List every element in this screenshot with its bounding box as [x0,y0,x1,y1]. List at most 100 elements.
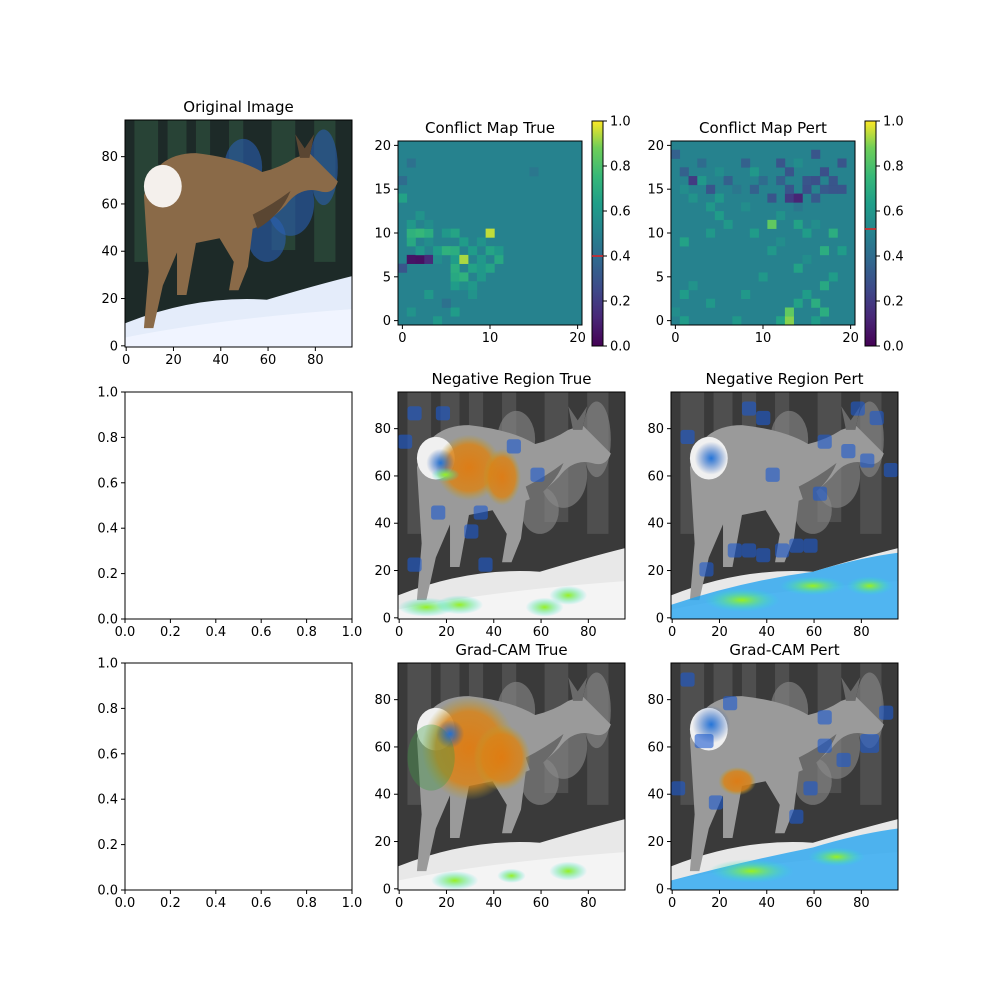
y-tick-label: 20 [647,835,664,850]
heatmap-cell [811,237,821,247]
heatmap-cell [476,237,486,247]
heatmap-cell [468,289,478,300]
heatmap-cell [406,307,416,317]
x-tick-label: 80 [853,625,870,640]
heatmap-cell [776,158,786,168]
y-tick-label: 0.8 [97,702,118,717]
heatmap-cell [468,263,478,273]
x-tick-label: 80 [580,625,597,640]
empty-axes-background [125,392,352,619]
x-tick-label: 1.0 [342,625,363,640]
heatmap-cell [688,193,698,203]
heatmap-cell [784,316,794,325]
heatmap-cell [697,176,707,186]
heatmap-cell [424,228,434,238]
image-content [125,120,352,347]
y-tick-label: 20 [374,564,391,579]
axes-frame [670,662,899,891]
heatmap-cell [433,246,443,256]
heatmap-cell [784,193,794,203]
heatmap-cell [406,219,416,229]
y-tick-label: 60 [374,740,391,755]
colorbar-tick-label: 0.2 [883,295,904,310]
axes-8: 0 20 40 60 80 0 20 40 60 80 Grad-CAM Pert [647,641,899,911]
y-tick-label: 60 [374,469,391,484]
heatmap-cell [688,176,698,186]
colorbar-tick-label: 0.8 [610,160,631,175]
y-tick-label: 1.0 [97,386,118,401]
heatmap-cell [424,325,433,334]
heatmap-cell [697,325,706,334]
axes-2: 0 10 20 0 5 10 15 20 Conflict Map Pert [647,119,858,346]
x-tick-label: 40 [485,896,502,911]
heatmap-cell [714,211,724,221]
colorbar-tick-label: 0.6 [610,205,631,220]
heatmap-cell [529,167,539,177]
empty-axes-background [125,663,352,890]
heatmap-cell [706,228,716,238]
x-tick-label: 0 [395,625,403,640]
x-tick-label: 0.2 [160,896,181,911]
panel-title: Conflict Map Pert [699,119,827,137]
plot-content [125,120,352,347]
heatmap-cell [459,237,469,247]
heatmap-cell [485,246,495,256]
heatmap-cell [433,316,443,325]
heatmap-cell [723,149,733,159]
y-tick-label: 80 [647,422,664,437]
panel-title: Negative Region Pert [706,370,864,388]
panel-title: Negative Region True [431,370,591,388]
panel-title: Grad-CAM True [455,641,567,659]
y-tick-label: 0.6 [97,476,118,491]
heatmap-cell [485,263,495,273]
heatmap-cell [441,228,451,238]
axes-frame [670,391,899,620]
axes-0: 0 20 40 60 80 0 20 40 60 80 Original Image [101,98,353,368]
heatmap-cell [706,298,716,308]
colorbar-tick-label: 0.6 [883,205,904,220]
heatmap-cell [671,149,681,159]
x-tick-label: 60 [806,625,823,640]
heatmap-cell [441,246,451,256]
y-tick-label: 0 [656,611,664,626]
heatmap-cell [767,193,777,203]
heatmap-cell [837,246,847,256]
heatmap-cell [802,254,812,264]
heatmap-cell [732,316,742,325]
heatmap-cell [398,263,408,273]
heatmap-cell [688,281,698,291]
colorbar-tick-label: 0.2 [610,295,631,310]
y-tick-label: 60 [647,469,664,484]
heatmap-cell [828,272,838,282]
x-tick-label: 0.8 [296,896,317,911]
heatmap-cell [819,167,830,177]
heatmap-cell [793,202,803,212]
colorbar-tick-label: 1.0 [883,115,904,130]
x-tick-label: 0.8 [296,625,317,640]
plot-content [125,392,352,619]
x-tick-label: 0.6 [251,896,272,911]
y-tick-label: 0.6 [97,747,118,762]
y-tick-label: 0 [383,882,391,897]
x-tick-label: 60 [806,896,823,911]
heatmap-cell [485,228,495,238]
x-tick-label: 60 [533,625,550,640]
heatmap-cell [459,272,469,282]
heatmap-cell [398,176,408,186]
x-tick-label: 60 [260,353,277,368]
heatmap-cell [424,237,434,247]
plot-content [671,663,898,890]
y-tick-label: 60 [647,740,664,755]
heatmap-cell [828,176,838,186]
heatmap-cell [459,281,469,291]
x-tick-label: 60 [533,896,550,911]
heatmap-cell [819,184,830,194]
y-tick-label: 40 [374,788,391,803]
x-tick-label: 40 [758,896,775,911]
heatmap-cell [406,254,416,264]
y-tick-label: 15 [647,183,664,198]
colorbar-tick-label: 0.0 [883,340,904,355]
heatmap-cell [714,167,724,177]
x-tick-label: 40 [758,625,775,640]
